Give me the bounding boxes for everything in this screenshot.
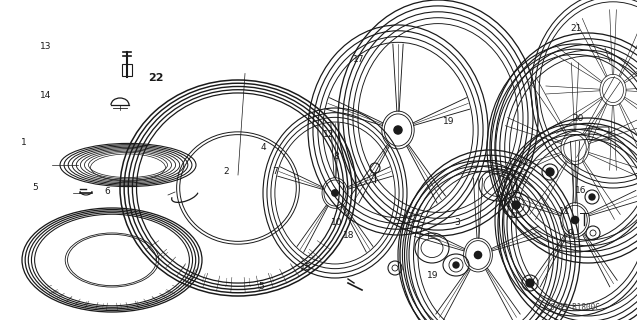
Text: 16: 16 xyxy=(575,186,587,195)
Circle shape xyxy=(453,262,459,268)
Text: 10: 10 xyxy=(331,218,342,227)
Text: 8: 8 xyxy=(333,152,340,161)
Text: 13: 13 xyxy=(40,42,52,51)
Circle shape xyxy=(589,194,595,200)
Text: 17: 17 xyxy=(353,55,364,64)
Bar xyxy=(122,64,132,76)
Text: 3: 3 xyxy=(454,218,461,227)
Text: 12: 12 xyxy=(323,130,334,139)
Text: 5: 5 xyxy=(32,183,38,192)
Text: 4: 4 xyxy=(261,143,266,152)
Text: SY83-B1800C: SY83-B1800C xyxy=(550,303,601,313)
Text: 7: 7 xyxy=(272,167,278,176)
Text: 2: 2 xyxy=(224,167,229,176)
Text: 19: 19 xyxy=(443,117,455,126)
Text: 21: 21 xyxy=(571,24,582,33)
Text: 14: 14 xyxy=(40,92,52,100)
Text: 15: 15 xyxy=(300,263,311,272)
Text: 18: 18 xyxy=(343,231,355,240)
Text: 6: 6 xyxy=(104,188,110,196)
Text: 20: 20 xyxy=(573,114,584,123)
Circle shape xyxy=(332,190,338,196)
Text: 5: 5 xyxy=(258,282,264,291)
Text: 11: 11 xyxy=(559,207,571,216)
Circle shape xyxy=(526,279,534,287)
Circle shape xyxy=(512,201,520,209)
Text: 9: 9 xyxy=(567,229,573,238)
Text: 19: 19 xyxy=(427,271,439,280)
Circle shape xyxy=(546,168,554,176)
Text: 1: 1 xyxy=(21,138,27,147)
Text: 22: 22 xyxy=(148,73,164,84)
Circle shape xyxy=(571,216,578,224)
Circle shape xyxy=(394,126,402,134)
Circle shape xyxy=(475,252,482,259)
